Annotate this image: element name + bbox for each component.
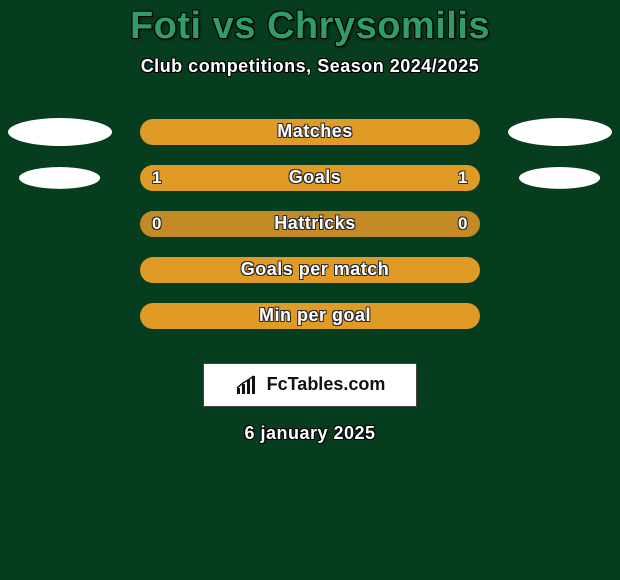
stat-pill: Matches [140, 119, 480, 145]
subtitle: Club competitions, Season 2024/2025 [0, 56, 620, 77]
stat-pill: Goals per match [140, 257, 480, 283]
stat-row: Goals1 1 [0, 161, 620, 207]
stat-label: Min per goal [140, 303, 490, 329]
date-text: 6 january 2025 [0, 423, 620, 444]
source-badge-text: FcTables.com [267, 374, 386, 395]
stat-label: Matches [140, 119, 490, 145]
stat-pill: Goals11 [140, 165, 480, 191]
right-ellipse-icon [508, 118, 612, 146]
right-ellipse-icon [519, 167, 600, 189]
stat-right-value: 0 [458, 211, 468, 237]
page-title: Foti vs Chrysomilis [0, 6, 620, 48]
stat-label: Hattricks [140, 211, 490, 237]
comparison-infographic: Foti vs Chrysomilis Club competitions, S… [0, 0, 620, 580]
stat-row: Hattricks0 0 [0, 207, 620, 253]
stat-row: Goals per match [0, 253, 620, 299]
stat-label: Goals per match [140, 257, 490, 283]
stat-right-value: 1 [458, 165, 468, 191]
stat-pill: Min per goal [140, 303, 480, 329]
stat-row: Min per goal [0, 299, 620, 345]
stat-left-value: 1 [152, 165, 162, 191]
source-badge: FcTables.com [203, 363, 417, 407]
stat-rows: Matches Goals1 1 Hattricks0 0 Goals per match… [0, 115, 620, 345]
bar-chart-icon [235, 374, 261, 396]
left-ellipse-icon [8, 118, 112, 146]
stat-label: Goals [140, 165, 490, 191]
stat-pill: Hattricks00 [140, 211, 480, 237]
stat-row: Matches [0, 115, 620, 161]
stat-left-value: 0 [152, 211, 162, 237]
left-ellipse-icon [19, 167, 100, 189]
